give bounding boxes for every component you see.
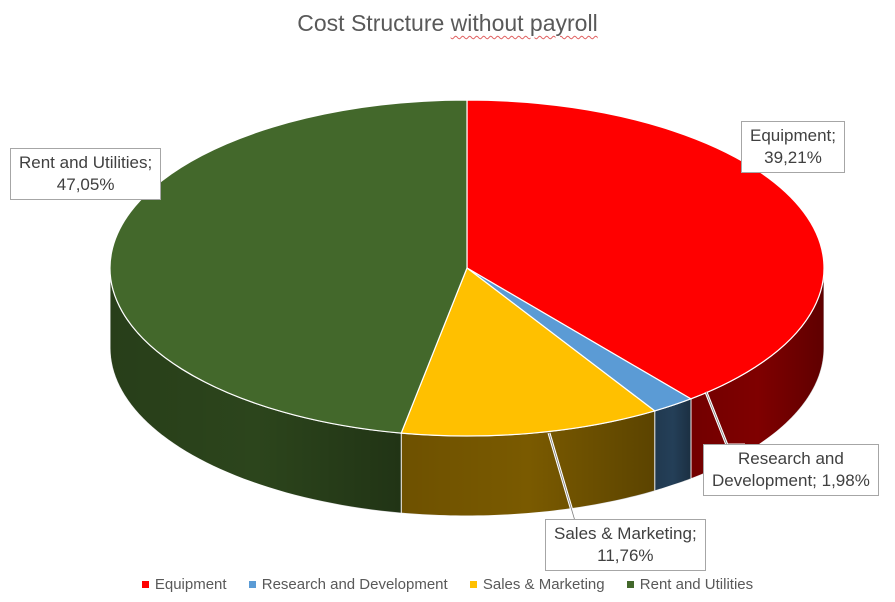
pie-side-shade-rent: [110, 268, 402, 514]
legend-item-rent: Rent and Utilities: [626, 576, 754, 593]
legend-item-research: Research and Development: [248, 576, 448, 593]
legend-swatch-research: [248, 580, 256, 588]
pie-slice-equipment: [466, 99, 825, 400]
legend-swatch-rent: [626, 580, 634, 588]
data-label-equipment-value: 39,21%: [764, 148, 822, 167]
legend-label-equipment: Equipment: [154, 576, 227, 593]
chart-title: Cost Structure without payroll: [0, 10, 895, 37]
chart-title-part-1: Cost Structure: [297, 10, 451, 36]
data-label-research: Research and Development; 1,98%: [703, 444, 879, 496]
legend: Equipment Research and Development Sales…: [0, 576, 895, 593]
chart-title-part-2: without payroll: [450, 10, 598, 36]
legend-item-equipment: Equipment: [141, 576, 227, 593]
pie-slice-rent: [109, 99, 468, 434]
legend-label-research: Research and Development: [261, 576, 448, 593]
legend-label-sales: Sales & Marketing: [482, 576, 605, 593]
data-label-rent: Rent and Utilities; 47,05%: [10, 148, 162, 200]
pie-slice-sales: [400, 267, 656, 437]
data-label-rent-name: Rent and Utilities;: [19, 153, 153, 172]
pie-side-shade-equipment: [690, 268, 824, 479]
pie-side-shade-research: [654, 398, 691, 491]
pie-side-shade-sales: [401, 410, 655, 516]
data-label-research-name: Research and: [737, 449, 844, 468]
data-label-rent-value: 47,05%: [56, 175, 115, 194]
legend-swatch-equipment: [141, 580, 149, 588]
data-label-sales: Sales & Marketing; 11,76%: [545, 519, 706, 571]
legend-swatch-sales: [469, 580, 477, 588]
legend-label-rent: Rent and Utilities: [639, 576, 754, 593]
legend-item-sales: Sales & Marketing: [469, 576, 605, 593]
data-label-research-value: Development; 1,98%: [712, 471, 870, 490]
data-label-sales-name: Sales & Marketing;: [554, 524, 697, 543]
data-label-sales-value: 11,76%: [597, 546, 654, 565]
data-label-equipment-name: Equipment;: [750, 126, 836, 145]
data-label-equipment: Equipment; 39,21%: [741, 121, 845, 173]
